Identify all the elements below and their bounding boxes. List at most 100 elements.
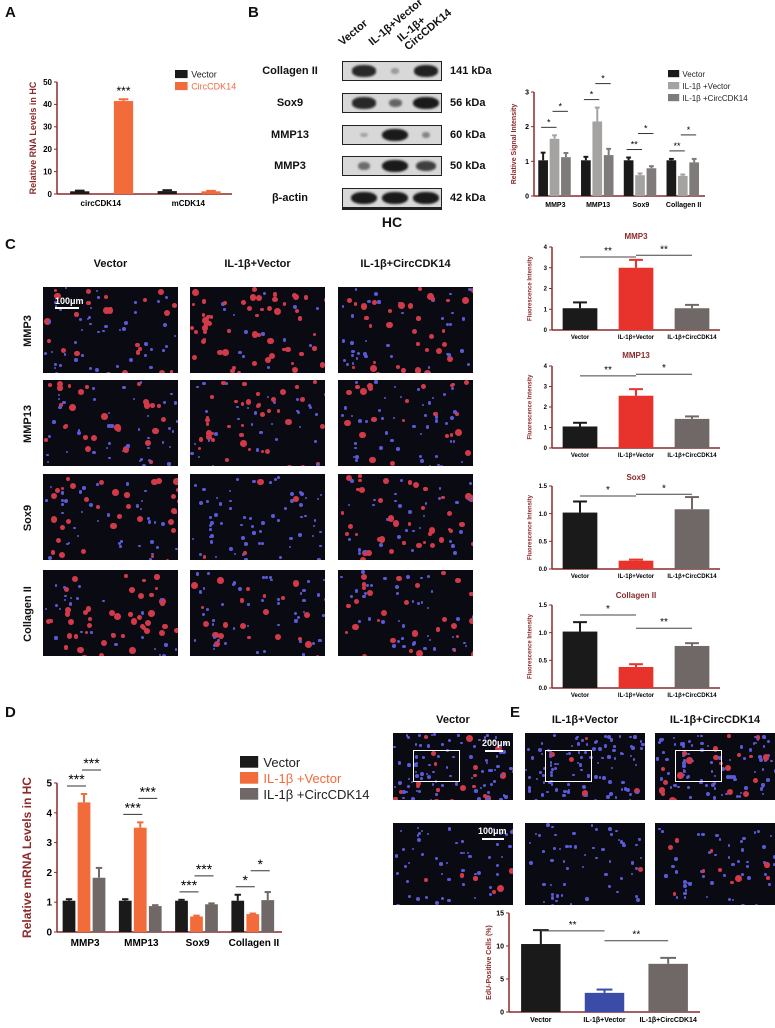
- cell: [764, 862, 770, 868]
- cell: [247, 603, 250, 606]
- cell: [202, 329, 208, 335]
- cell: [402, 790, 406, 794]
- cell: [423, 877, 429, 882]
- cell: [577, 751, 581, 755]
- cell: [416, 316, 421, 321]
- blot-row-label: β-actin: [271, 192, 309, 204]
- cell: [212, 643, 216, 647]
- cell: [240, 523, 243, 527]
- cell: [402, 418, 406, 422]
- cell: [299, 351, 304, 356]
- c-row-label: MMP13: [22, 405, 34, 443]
- cell: [354, 458, 359, 463]
- cell: [461, 883, 465, 886]
- cell: [720, 766, 725, 771]
- cell: [198, 437, 203, 442]
- cell: [101, 640, 108, 647]
- cell: [393, 386, 397, 389]
- cell: [273, 292, 278, 297]
- cell: [220, 522, 224, 526]
- cell: [54, 288, 58, 292]
- cell: [138, 544, 141, 548]
- cell: [735, 794, 740, 799]
- cell: [407, 480, 413, 485]
- cell: [135, 350, 141, 355]
- cell: [207, 572, 210, 575]
- cell: [407, 862, 410, 865]
- x-tick-label: MMP3: [71, 938, 100, 949]
- cell: [635, 895, 638, 898]
- cell: [63, 353, 67, 357]
- cell: [718, 838, 722, 841]
- cell: [682, 764, 686, 768]
- cell: [241, 355, 245, 358]
- cell: [295, 308, 300, 313]
- cell: [57, 385, 63, 391]
- cell: [224, 642, 227, 646]
- cell: [602, 776, 606, 780]
- cell: [499, 773, 506, 780]
- cell: [279, 389, 286, 396]
- cell: [158, 654, 161, 656]
- cell: [344, 531, 350, 537]
- cell: [242, 550, 247, 555]
- cell: [527, 747, 531, 752]
- cell: [459, 530, 464, 534]
- cell: [170, 392, 173, 396]
- x-tick-label: Sox9: [186, 938, 210, 949]
- cell: [422, 514, 426, 518]
- cell: [396, 591, 400, 595]
- cell: [201, 299, 207, 304]
- cell: [553, 833, 557, 837]
- cell: [459, 873, 465, 878]
- cell: [449, 440, 453, 443]
- c-column-header: IL-1β+CircCDK14: [360, 258, 451, 270]
- cell: [273, 477, 277, 482]
- significance-label: *: [558, 101, 562, 111]
- cell: [230, 368, 235, 373]
- cell: [147, 459, 152, 463]
- cell: [239, 598, 245, 603]
- cell: [161, 441, 165, 444]
- cell: [483, 783, 487, 787]
- cell: [173, 510, 178, 515]
- cell: [468, 287, 473, 292]
- cell: [249, 294, 257, 301]
- cell: [576, 761, 580, 765]
- cell: [290, 361, 294, 365]
- y-tick-label: 4: [46, 808, 52, 819]
- cell: [197, 455, 201, 458]
- cell: [268, 353, 275, 360]
- micrograph: [190, 287, 325, 373]
- cell: [568, 751, 571, 755]
- cell: [357, 419, 362, 424]
- cell: [252, 531, 256, 535]
- cell: [144, 490, 147, 493]
- cell: [455, 577, 461, 584]
- cell: [361, 586, 366, 591]
- micrograph: [338, 287, 473, 373]
- cell: [66, 542, 69, 546]
- cell: [193, 442, 197, 445]
- legend-label: IL-1β +CircCDK14: [263, 787, 369, 802]
- cell: [85, 288, 91, 294]
- significance-label: ***: [140, 783, 157, 799]
- cell: [45, 499, 48, 502]
- bar: [175, 900, 188, 932]
- cell: [762, 844, 766, 849]
- cell: [213, 641, 220, 648]
- blot-row-label: Collagen II: [262, 65, 318, 77]
- cell: [383, 397, 387, 400]
- cell: [347, 524, 353, 530]
- cell: [137, 515, 144, 523]
- cell: [81, 654, 88, 656]
- cell: [392, 520, 400, 527]
- cell: [439, 464, 444, 466]
- cell: [763, 872, 768, 877]
- cell: [258, 529, 263, 534]
- y-tick-label: 10: [496, 943, 504, 950]
- cell: [499, 798, 503, 800]
- cell: [90, 631, 93, 634]
- cell: [638, 838, 641, 841]
- cell: [228, 507, 232, 511]
